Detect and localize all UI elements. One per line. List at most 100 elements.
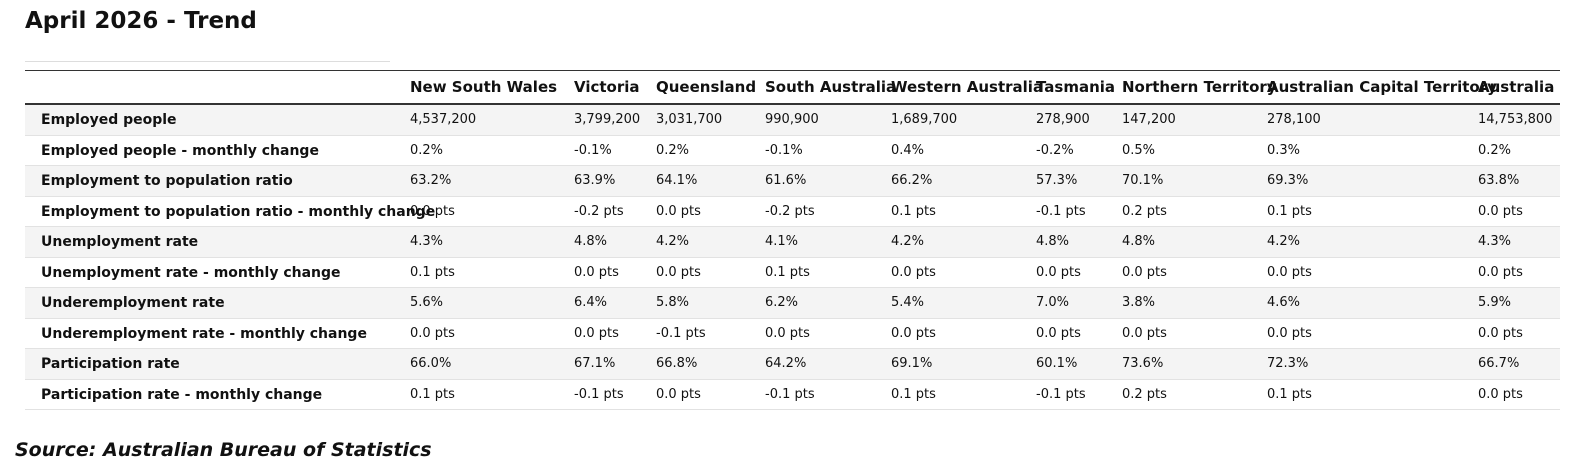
- column-header: Australian Capital Territory: [1267, 78, 1497, 96]
- row-separator: [25, 409, 1560, 410]
- row-stripe: [25, 288, 1560, 318]
- cell: 0.0 pts: [1478, 264, 1523, 280]
- cell: 4.6%: [1267, 295, 1301, 310]
- cell: 66.7%: [1478, 356, 1520, 371]
- row-label: Participation rate - monthly change: [41, 386, 323, 403]
- column-header: Tasmania: [1036, 78, 1116, 96]
- row-stripe: [25, 166, 1560, 196]
- cell: 72.3%: [1267, 356, 1309, 371]
- cell: 3,031,700: [656, 112, 723, 127]
- row-separator: [25, 195, 1560, 197]
- cell: -0.1%: [765, 142, 803, 158]
- cell: 0.2 pts: [1122, 203, 1167, 219]
- column-header: Australia: [1478, 78, 1555, 96]
- row-label: Employed people: [41, 112, 177, 128]
- cell: 5.4%: [891, 295, 925, 310]
- cell: -0.1 pts: [1036, 386, 1086, 402]
- cell: -0.1 pts: [765, 386, 815, 402]
- row-label: Unemployment rate: [41, 234, 199, 250]
- cell: -0.1 pts: [574, 386, 624, 402]
- cell: 64.2%: [765, 356, 807, 371]
- cell: 66.2%: [891, 173, 933, 188]
- cell: 0.0 pts: [1036, 325, 1081, 341]
- cell: -0.2 pts: [765, 203, 815, 219]
- cell: 0.0 pts: [1478, 203, 1523, 219]
- cell: 6.2%: [765, 295, 799, 310]
- cell: 0.0 pts: [1036, 264, 1081, 280]
- cell: 3.8%: [1122, 295, 1156, 310]
- cell: 0.0 pts: [574, 325, 619, 341]
- cell: 0.0 pts: [410, 203, 455, 219]
- cell: 4.8%: [1036, 234, 1070, 249]
- cell: 0.0 pts: [1478, 386, 1523, 402]
- cell: 0.1 pts: [891, 386, 936, 402]
- cell: 5.6%: [410, 295, 444, 310]
- cell: 0.2%: [656, 142, 690, 158]
- cell: 0.0 pts: [1122, 264, 1167, 280]
- cell: 6.4%: [574, 295, 608, 310]
- row-label: Employment to population ratio - monthly…: [41, 203, 436, 220]
- cell: 0.0 pts: [574, 264, 619, 280]
- cell: -0.1 pts: [656, 325, 706, 341]
- cell: 67.1%: [574, 356, 616, 371]
- row-label: Underemployment rate - monthly change: [41, 325, 367, 342]
- cell: 0.0 pts: [1267, 325, 1312, 341]
- cell: 0.0 pts: [765, 325, 810, 341]
- row-label: Unemployment rate - monthly change: [41, 264, 341, 281]
- cell: -0.2 pts: [574, 203, 624, 219]
- cell: 990,900: [765, 112, 819, 127]
- cell: 63.2%: [410, 173, 452, 188]
- cell: 0.1 pts: [1267, 203, 1312, 219]
- row-stripe: [25, 105, 1560, 135]
- cell: 4.8%: [574, 234, 608, 249]
- row-separator: [25, 317, 1560, 319]
- cell: 3,799,200: [574, 112, 641, 127]
- row-separator: [25, 378, 1560, 380]
- cell: 0.0 pts: [410, 325, 455, 341]
- cell: 0.0 pts: [1478, 325, 1523, 341]
- title: April 2026 - Trend: [25, 8, 257, 34]
- cell: 0.1 pts: [765, 264, 810, 280]
- cell: 69.3%: [1267, 173, 1309, 188]
- rule: [25, 61, 390, 62]
- cell: 0.0 pts: [1122, 325, 1167, 341]
- cell: -0.2%: [1036, 142, 1074, 158]
- cell: 0.1 pts: [891, 203, 936, 219]
- cell: 57.3%: [1036, 173, 1078, 188]
- cell: 0.0 pts: [656, 203, 701, 219]
- cell: 147,200: [1122, 112, 1176, 127]
- cell: 7.0%: [1036, 295, 1070, 310]
- rule: [25, 103, 1560, 105]
- row-stripe: [25, 227, 1560, 257]
- cell: 4.1%: [765, 234, 799, 249]
- cell: 4.2%: [1267, 234, 1301, 249]
- row-separator: [25, 134, 1560, 136]
- cell: 63.8%: [1478, 173, 1520, 188]
- row-separator: [25, 348, 1560, 349]
- cell: 1,689,700: [891, 112, 958, 127]
- cell: 5.8%: [656, 295, 690, 310]
- column-header: Queensland: [656, 78, 757, 96]
- cell: 64.1%: [656, 173, 698, 188]
- column-header: Northern Territory: [1122, 78, 1277, 96]
- cell: 0.0 pts: [656, 264, 701, 280]
- cell: 0.1 pts: [410, 264, 455, 280]
- cell: 4.3%: [410, 234, 444, 249]
- cell: 60.1%: [1036, 356, 1078, 371]
- cell: 66.0%: [410, 356, 452, 371]
- column-header: South Australia: [765, 78, 897, 96]
- cell: 14,753,800: [1478, 112, 1553, 127]
- row-separator: [25, 226, 1560, 227]
- cell: 5.9%: [1478, 295, 1512, 310]
- cell: 61.6%: [765, 173, 807, 188]
- row-separator: [25, 256, 1560, 258]
- row-separator: [25, 287, 1560, 288]
- cell: 0.2%: [410, 142, 444, 158]
- cell: -0.1%: [574, 142, 612, 158]
- cell: 278,900: [1036, 112, 1090, 127]
- row-separator: [25, 165, 1560, 166]
- source: Source: Australian Bureau of Statistics: [15, 439, 432, 461]
- row-label: Underemployment rate: [41, 295, 225, 311]
- cell: 0.4%: [891, 142, 925, 158]
